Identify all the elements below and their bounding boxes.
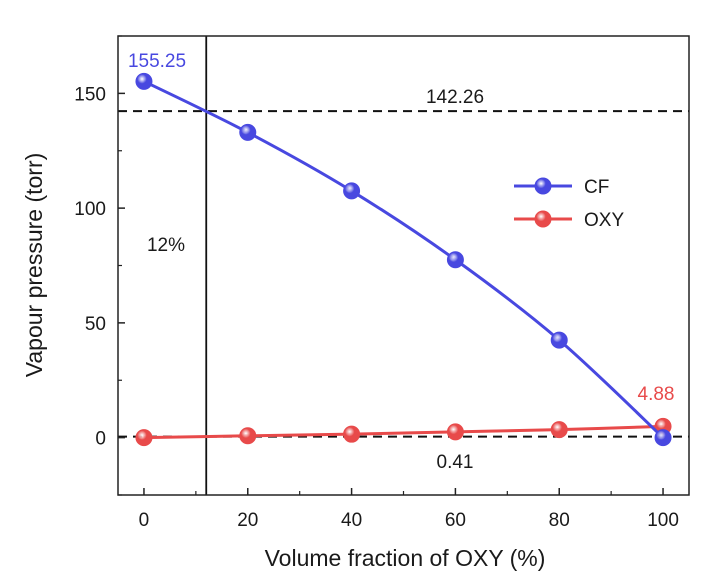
legend-swatch-marker [534, 210, 552, 228]
upper-reference-annotation: 142.26 [426, 87, 484, 108]
x-tick-label: 100 [647, 510, 679, 531]
series-cf [135, 72, 672, 447]
x-tick-label: 0 [139, 510, 150, 531]
plot-frame [117, 35, 690, 496]
legend-label: CF [584, 177, 609, 198]
legend-item-cf: CF [514, 177, 609, 198]
y-tick-label: 150 [74, 84, 106, 105]
y-tick-label: 100 [74, 199, 106, 220]
legend-item-oxy: OXY [514, 210, 624, 231]
data-point-cf [239, 123, 257, 141]
data-point-oxy [446, 423, 464, 441]
cf-start-annotation: 155.25 [128, 51, 186, 72]
x-tick-label: 40 [341, 510, 362, 531]
axes: 0 20 40 60 80 100 0 50 100 150 [74, 35, 690, 531]
data-point-oxy [550, 421, 568, 439]
legend: CF OXY [514, 177, 624, 231]
data-point-cf [550, 331, 568, 349]
oxy-end-annotation: 4.88 [638, 384, 675, 405]
data-point-oxy [343, 425, 361, 443]
series-oxy [135, 417, 672, 447]
vertical-fraction-annotation: 12% [147, 235, 185, 256]
series-line-cf [143, 79, 665, 439]
legend-label: OXY [584, 210, 624, 231]
data-point-oxy [239, 427, 257, 445]
x-tick-label: 60 [445, 510, 466, 531]
lower-reference-annotation: 0.41 [437, 452, 474, 473]
x-tick-label: 80 [549, 510, 570, 531]
y-axis-title: Vapour pressure (torr) [21, 153, 47, 378]
reference-lines [118, 36, 689, 495]
y-tick-label: 50 [85, 314, 106, 335]
data-point-oxy [135, 429, 153, 447]
y-tick-label: 0 [95, 429, 106, 450]
data-point-cf [343, 182, 361, 200]
series-line-oxy [143, 424, 664, 440]
legend-swatch-marker [534, 177, 552, 195]
x-tick-label: 20 [237, 510, 258, 531]
x-axis-title: Volume fraction of OXY (%) [265, 545, 546, 571]
data-point-cf [135, 72, 153, 90]
series-layer [135, 72, 672, 447]
data-point-cf [446, 251, 464, 269]
data-point-cf [654, 429, 672, 447]
